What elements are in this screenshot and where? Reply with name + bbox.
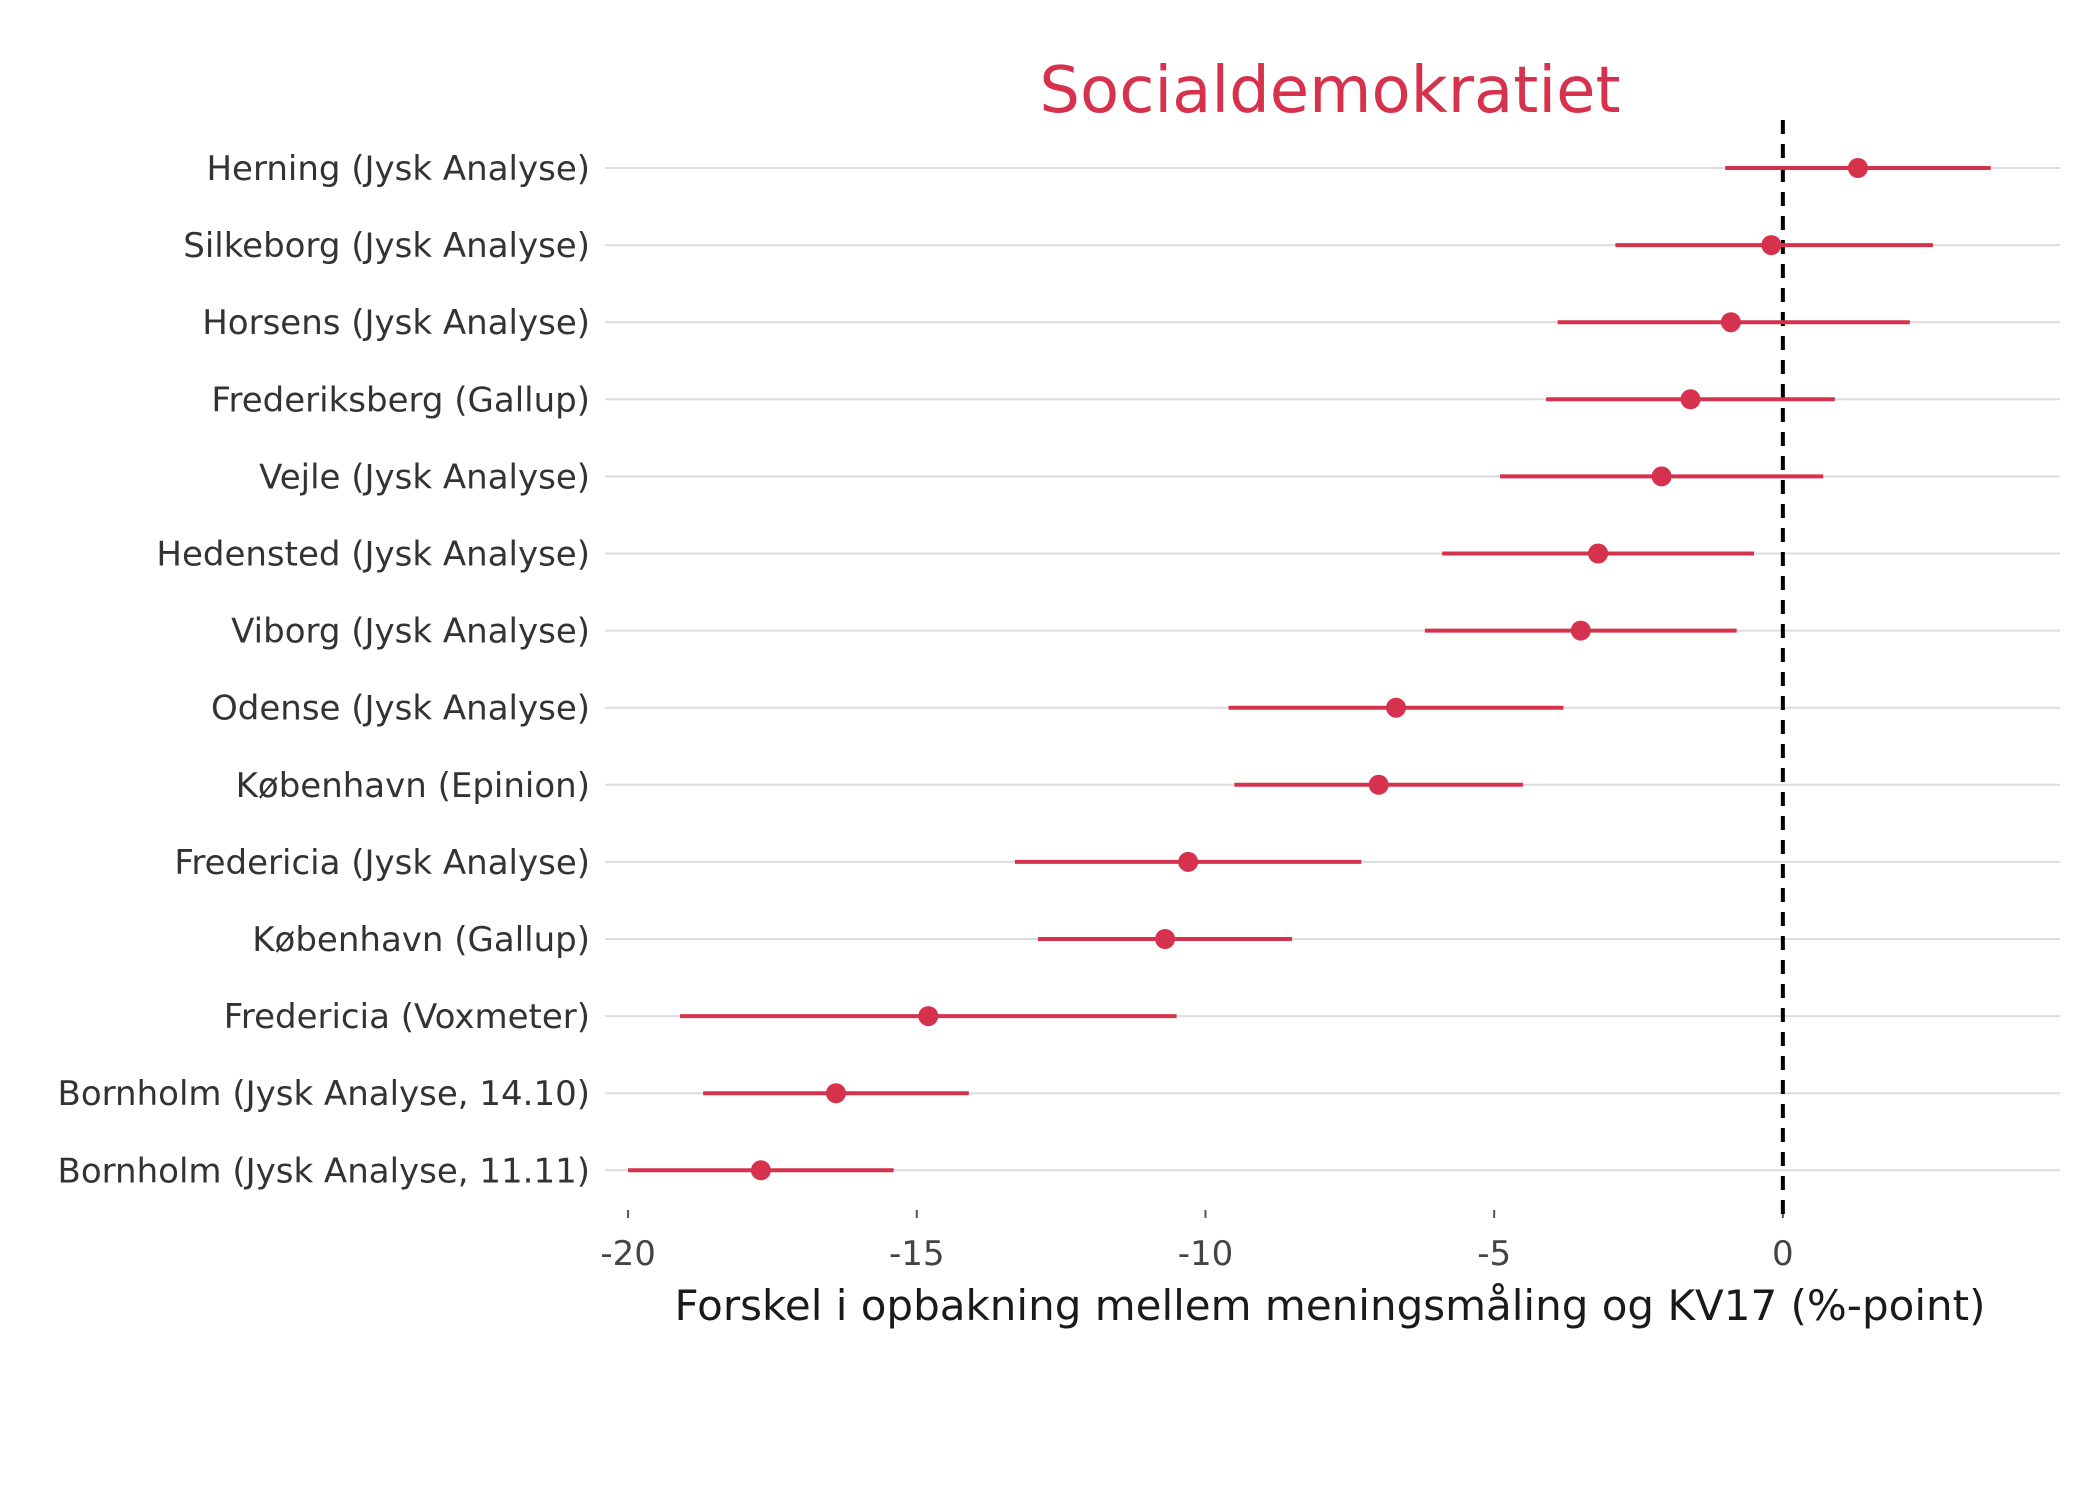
x-axis-ticks: -20 -15 -10 -5 0 [600, 1210, 1794, 1274]
category-labels: Herning (Jysk Analyse) Silkeborg (Jysk An… [58, 149, 590, 1191]
category-label: Hedensted (Jysk Analyse) [156, 535, 590, 575]
data-point [1720, 312, 1741, 333]
category-label: Odense (Jysk Analyse) [211, 689, 590, 729]
data-point [1651, 466, 1672, 487]
x-tick-label: -15 [889, 1234, 945, 1274]
x-axis-title: Forskel i opbakning mellem meningsmåling… [675, 1281, 1986, 1330]
data-point [1847, 158, 1868, 178]
data-point [1588, 543, 1609, 564]
data-point [1178, 851, 1199, 872]
category-label: København (Gallup) [252, 920, 590, 960]
data-point [750, 1160, 771, 1181]
category-label: Bornholm (Jysk Analyse, 14.10) [58, 1074, 590, 1114]
data-marks [628, 158, 1991, 1181]
data-point [1680, 389, 1701, 410]
data-point [1386, 697, 1407, 718]
category-label: Horsens (Jysk Analyse) [202, 303, 590, 343]
gridlines [605, 167, 2060, 1172]
data-point [1368, 774, 1389, 795]
data-point [1761, 235, 1782, 256]
data-point [1155, 929, 1176, 949]
category-label: København (Epinion) [236, 766, 590, 806]
category-label: Bornholm (Jysk Analyse, 11.11) [58, 1151, 590, 1191]
category-label: Herning (Jysk Analyse) [206, 149, 590, 189]
chart-title: Socialdemokratiet [1039, 54, 1620, 128]
data-point [918, 1006, 939, 1027]
category-label: Fredericia (Voxmeter) [224, 997, 590, 1037]
category-label: Silkeborg (Jysk Analyse) [183, 226, 590, 266]
category-label: Frederiksberg (Gallup) [211, 380, 590, 420]
x-tick-label: -5 [1477, 1234, 1511, 1274]
data-point [825, 1083, 846, 1104]
category-label: Viborg (Jysk Analyse) [231, 612, 590, 652]
category-label: Fredericia (Jysk Analyse) [174, 843, 590, 883]
x-tick-label: -10 [1178, 1234, 1234, 1274]
data-point [1570, 620, 1591, 641]
x-tick-label: 0 [1772, 1234, 1794, 1274]
x-tick-label: -20 [600, 1234, 656, 1274]
category-label: Vejle (Jysk Analyse) [259, 457, 590, 497]
